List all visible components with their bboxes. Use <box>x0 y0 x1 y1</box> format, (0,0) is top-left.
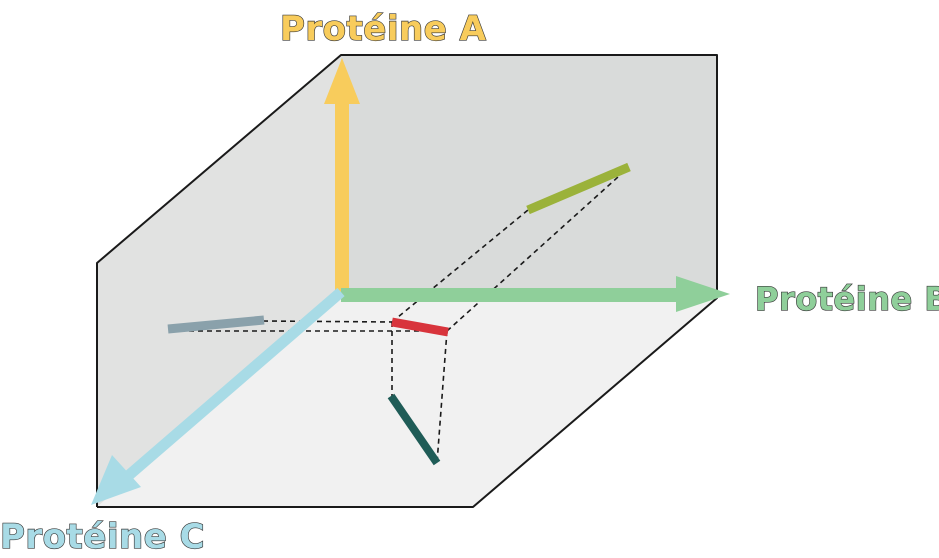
axis-c-label: Protéine C <box>0 517 205 557</box>
back-wall-plane <box>341 55 717 298</box>
axis-b-label: Protéine B <box>755 280 939 318</box>
projection-line <box>446 167 629 332</box>
axis-c-shaft <box>124 287 345 481</box>
box-edges <box>96 54 718 508</box>
outer-edge <box>96 54 718 508</box>
floor-plane <box>97 298 717 507</box>
axis-b-shaft <box>341 288 679 302</box>
segment-main <box>391 317 449 337</box>
left-wall-plane <box>97 55 341 507</box>
axis-c-arrowhead <box>91 455 141 505</box>
projection-line <box>391 209 529 323</box>
segment-projection-ab <box>526 162 631 215</box>
projection-lines <box>171 167 629 464</box>
projection-line <box>436 330 448 464</box>
axis-b-arrowhead <box>676 276 730 312</box>
axis-c-arrow <box>91 287 345 505</box>
axis-b-arrow <box>341 276 730 312</box>
segment-projection-bc <box>387 393 441 466</box>
projection-line <box>262 320 393 323</box>
axis-a-arrowhead <box>324 58 360 104</box>
axis-a-arrow <box>324 58 360 298</box>
axis-a-label: Protéine A <box>280 9 487 49</box>
segment-projection-ac <box>167 315 265 334</box>
axis-a-shaft <box>335 100 349 298</box>
